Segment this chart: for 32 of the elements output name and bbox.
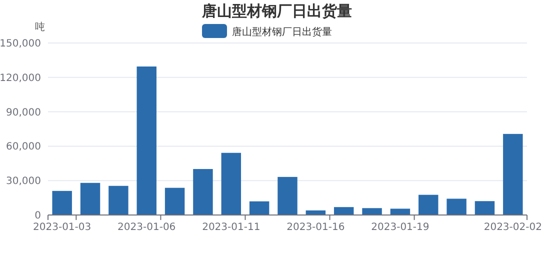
y-axis-title: 吨 — [35, 21, 45, 33]
y-tick-label: 120,000 — [0, 72, 41, 84]
bar — [503, 134, 523, 215]
y-tick-label: 90,000 — [6, 107, 41, 118]
y-tick-label: 0 — [34, 210, 41, 222]
legend: 唐山型材钢厂日出货量 — [202, 24, 332, 38]
bar — [446, 198, 466, 215]
bar — [193, 169, 213, 215]
bar — [52, 190, 72, 215]
x-tick-label: 2023-01-06 — [118, 222, 176, 233]
y-tick-label: 150,000 — [0, 38, 41, 50]
bar — [221, 152, 242, 215]
y-tick-label: 60,000 — [6, 142, 41, 153]
y-tick-label: 30,000 — [6, 176, 41, 188]
bar — [334, 207, 354, 215]
bar — [418, 194, 438, 215]
x-tick-label: 2023-01-16 — [286, 222, 345, 233]
x-tick-label: 2023-01-19 — [371, 222, 430, 233]
bar — [362, 208, 382, 215]
bar — [136, 66, 156, 215]
bar — [164, 188, 185, 215]
bar — [474, 201, 495, 215]
bar — [278, 176, 298, 215]
legend-label: 唐山型材钢厂日出货量 — [232, 26, 332, 38]
bar — [108, 186, 128, 215]
bar — [80, 182, 100, 215]
bar — [249, 201, 270, 215]
x-tick-label: 2023-01-03 — [33, 222, 92, 233]
bar — [390, 208, 410, 215]
chart-title: 唐山型材钢厂日出货量 — [201, 2, 352, 20]
x-tick-label: 2023-01-11 — [202, 222, 260, 233]
x-tick-label: 2023-02-02 — [484, 222, 542, 233]
